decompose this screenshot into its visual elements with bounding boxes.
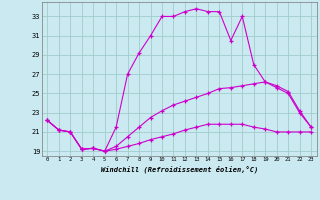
X-axis label: Windchill (Refroidissement éolien,°C): Windchill (Refroidissement éolien,°C) — [100, 165, 258, 173]
